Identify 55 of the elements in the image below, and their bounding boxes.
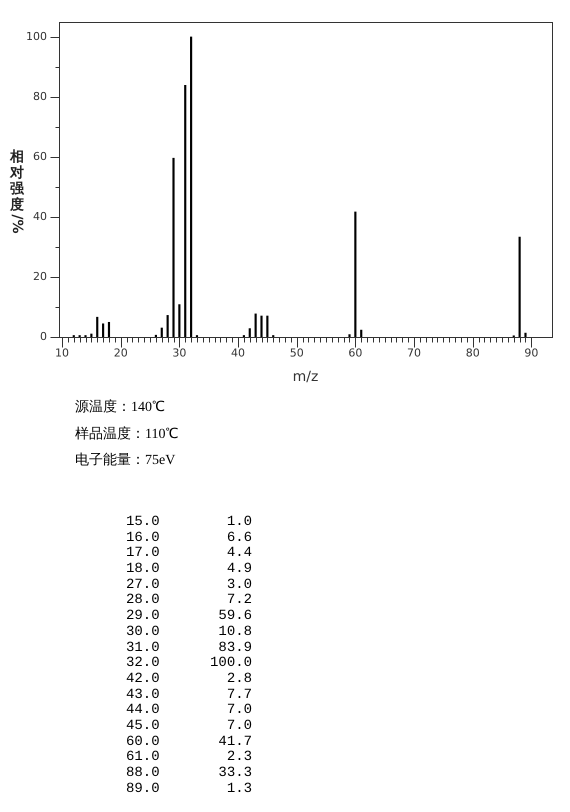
bar	[266, 316, 268, 337]
bar	[90, 334, 92, 337]
bar	[160, 328, 163, 337]
text: 88.0 33.3	[126, 765, 252, 782]
y-tick-label: 20	[33, 270, 47, 283]
x-tick-label: 30	[172, 346, 186, 360]
x-tick-label: 80	[466, 346, 480, 360]
x-tick-label: 40	[231, 346, 246, 360]
text: 61.0 2.3	[126, 749, 252, 766]
y-tick-label: 80	[33, 90, 47, 103]
bar	[184, 84, 186, 337]
bar	[172, 158, 175, 337]
bar	[102, 323, 104, 337]
x-tick-label: 20	[114, 346, 128, 360]
x-tick-label: 50	[290, 346, 304, 360]
text: 28.0 7.2	[126, 592, 252, 610]
bar	[354, 212, 356, 337]
bar	[518, 236, 521, 337]
text: 31.0 83.9	[126, 640, 252, 656]
text: 16.0 6.6	[126, 530, 252, 546]
text: 60.0 41.7	[126, 734, 252, 750]
bar	[190, 36, 192, 337]
text: 电子能量：75eV	[75, 452, 176, 470]
text: 29.0 59.6	[126, 608, 252, 625]
text: 18.0 4.9	[126, 561, 252, 578]
text: 43.0 7.7	[126, 686, 252, 704]
text: 17.0 4.4	[126, 545, 252, 562]
text: 源温度：140℃	[75, 398, 166, 417]
text: 样品温度：110℃	[75, 425, 178, 444]
text: 45.0 7.0	[126, 718, 252, 735]
x-tick-label: 10	[55, 346, 70, 360]
text: 44.0 7.0	[126, 702, 252, 719]
bar	[260, 316, 263, 337]
bar	[166, 315, 169, 337]
bar	[108, 322, 110, 337]
y-axis-title: 相对强度/%	[9, 149, 25, 234]
y-tick-label: 100	[26, 30, 47, 43]
y-tick-label: 60	[33, 150, 47, 163]
text: 27.0 3.0	[126, 576, 252, 594]
x-tick-label: 70	[407, 346, 422, 360]
x-tick-label: 60	[348, 346, 362, 360]
bar	[360, 330, 362, 337]
bar	[248, 328, 251, 337]
text: 89.0 1.3	[126, 780, 252, 798]
bar	[254, 314, 257, 337]
x-axis-title: m/z	[292, 369, 318, 386]
y-tick-label: 0	[40, 330, 47, 343]
y-tick-label: 40	[33, 210, 47, 223]
text: 32.0 100.0	[126, 655, 252, 672]
bar	[178, 304, 180, 337]
text: 42.0 2.8	[126, 670, 252, 688]
text: 15.0 1.0	[126, 514, 252, 531]
text: 30.0 10.8	[126, 624, 252, 640]
x-tick-label: 90	[524, 346, 538, 360]
bar	[96, 316, 98, 337]
